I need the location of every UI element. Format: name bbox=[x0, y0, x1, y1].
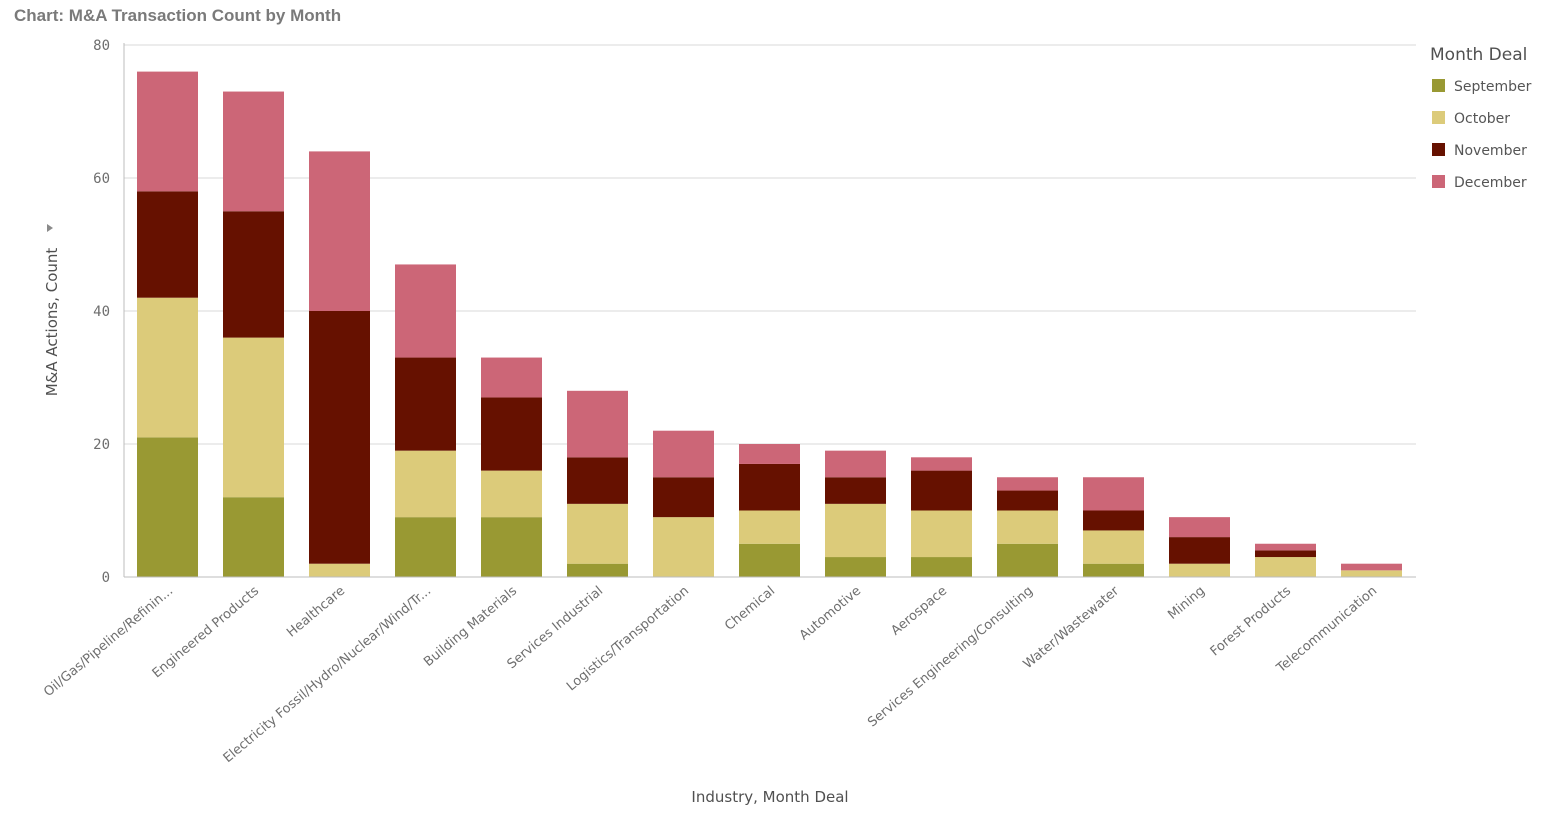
bar-segment[interactable] bbox=[825, 557, 886, 577]
x-tick-label: Forest Products bbox=[1208, 583, 1295, 659]
bar-segment[interactable] bbox=[481, 397, 542, 471]
x-tick-label: Healthcare bbox=[284, 584, 348, 641]
bar-segment[interactable] bbox=[137, 297, 198, 438]
y-axis-title[interactable]: M&A Actions, Count bbox=[43, 248, 61, 397]
bar-segment[interactable] bbox=[223, 211, 284, 338]
bar-segment[interactable] bbox=[223, 337, 284, 498]
bar-segment[interactable] bbox=[997, 510, 1058, 544]
bar-segment[interactable] bbox=[911, 557, 972, 577]
legend-swatch bbox=[1432, 143, 1445, 156]
bar-segment[interactable] bbox=[653, 430, 714, 478]
legend-item[interactable]: December bbox=[1432, 175, 1527, 191]
bar-segment[interactable] bbox=[395, 450, 456, 518]
bar-segment[interactable] bbox=[1083, 477, 1144, 511]
bar-segment[interactable] bbox=[309, 563, 370, 577]
bar-segment[interactable] bbox=[1083, 530, 1144, 564]
legend[interactable]: Month Deal September October November Decemb… bbox=[1430, 45, 1532, 191]
x-tick-label: Services Engineering/Consulting bbox=[865, 584, 1036, 731]
bar-segment[interactable] bbox=[997, 490, 1058, 511]
bar-segment[interactable] bbox=[997, 543, 1058, 577]
x-tick-label: Building Materials bbox=[421, 583, 520, 669]
y-tick-label: 0 bbox=[102, 570, 110, 586]
bar-segment[interactable] bbox=[481, 357, 542, 398]
bar-segment[interactable] bbox=[825, 477, 886, 504]
bar-segment[interactable] bbox=[567, 503, 628, 564]
bar-segment[interactable] bbox=[1083, 510, 1144, 531]
bar-segment[interactable] bbox=[309, 311, 370, 564]
bar-segment[interactable] bbox=[395, 264, 456, 358]
bar-segment[interactable] bbox=[825, 450, 886, 478]
x-tick-label: Water/Wastewater bbox=[1021, 583, 1123, 672]
y-tick-label: 40 bbox=[93, 304, 110, 320]
legend-swatch bbox=[1432, 175, 1445, 188]
legend-item[interactable]: October bbox=[1432, 111, 1510, 127]
x-tick-label: Services Industrial bbox=[505, 584, 607, 673]
bar-segment[interactable] bbox=[1169, 563, 1230, 577]
bar-segment[interactable] bbox=[137, 71, 198, 192]
bar-segment[interactable] bbox=[825, 503, 886, 558]
bar-segment[interactable] bbox=[739, 510, 800, 544]
bars[interactable] bbox=[137, 71, 1402, 577]
bar-segment[interactable] bbox=[911, 510, 972, 558]
y-tick-label: 20 bbox=[93, 437, 110, 453]
legend-label: December bbox=[1454, 175, 1527, 191]
bar-segment[interactable] bbox=[1083, 563, 1144, 577]
bar-segment[interactable] bbox=[1169, 537, 1230, 564]
x-tick-label: Automotive bbox=[797, 584, 864, 644]
bar-segment[interactable] bbox=[911, 470, 972, 511]
bar-segment[interactable] bbox=[481, 470, 542, 518]
bar-segment[interactable] bbox=[137, 191, 198, 298]
axis-menu-caret-icon[interactable] bbox=[47, 224, 53, 232]
x-axis-title: Industry, Month Deal bbox=[691, 788, 848, 806]
x-tick-label: Mining bbox=[1165, 584, 1208, 623]
legend-item[interactable]: November bbox=[1432, 143, 1527, 159]
legend-title: Month Deal bbox=[1430, 45, 1527, 65]
bar-segment[interactable] bbox=[1255, 557, 1316, 577]
bar-segment[interactable] bbox=[223, 497, 284, 577]
bar-segment[interactable] bbox=[567, 457, 628, 504]
x-tick-label: Chemical bbox=[722, 584, 778, 634]
bar-segment[interactable] bbox=[395, 517, 456, 577]
x-tick-label: Aerospace bbox=[888, 584, 950, 639]
bar-segment[interactable] bbox=[653, 517, 714, 577]
chart-title: Chart: M&A Transaction Count by Month bbox=[14, 6, 342, 25]
bar-segment[interactable] bbox=[1341, 570, 1402, 577]
bar-segment[interactable] bbox=[1341, 563, 1402, 571]
bar-segment[interactable] bbox=[137, 437, 198, 577]
bar-segment[interactable] bbox=[911, 457, 972, 471]
bar-segment[interactable] bbox=[997, 477, 1058, 491]
legend-swatch bbox=[1432, 111, 1445, 124]
bar-segment[interactable] bbox=[739, 543, 800, 577]
bar-segment[interactable] bbox=[395, 357, 456, 451]
bar-segment[interactable] bbox=[739, 444, 800, 464]
legend-swatch bbox=[1432, 79, 1445, 92]
bar-segment[interactable] bbox=[1255, 543, 1316, 551]
bar-segment[interactable] bbox=[1169, 517, 1230, 538]
bar-segment[interactable] bbox=[567, 563, 628, 577]
bar-segment[interactable] bbox=[567, 390, 628, 458]
bar-segment[interactable] bbox=[481, 517, 542, 577]
bar-segment[interactable] bbox=[653, 477, 714, 518]
legend-label: October bbox=[1454, 111, 1510, 127]
y-tick-label: 80 bbox=[93, 38, 110, 54]
bar-segment[interactable] bbox=[1255, 550, 1316, 558]
legend-label: September bbox=[1454, 79, 1532, 95]
bar-segment[interactable] bbox=[309, 151, 370, 311]
legend-label: November bbox=[1454, 143, 1527, 159]
bar-segment[interactable] bbox=[223, 91, 284, 212]
legend-item[interactable]: September bbox=[1432, 79, 1532, 95]
x-tick-label: Oil/Gas/Pipeline/Refinin... bbox=[41, 584, 176, 701]
y-tick-label: 60 bbox=[93, 171, 110, 187]
bar-segment[interactable] bbox=[739, 463, 800, 511]
